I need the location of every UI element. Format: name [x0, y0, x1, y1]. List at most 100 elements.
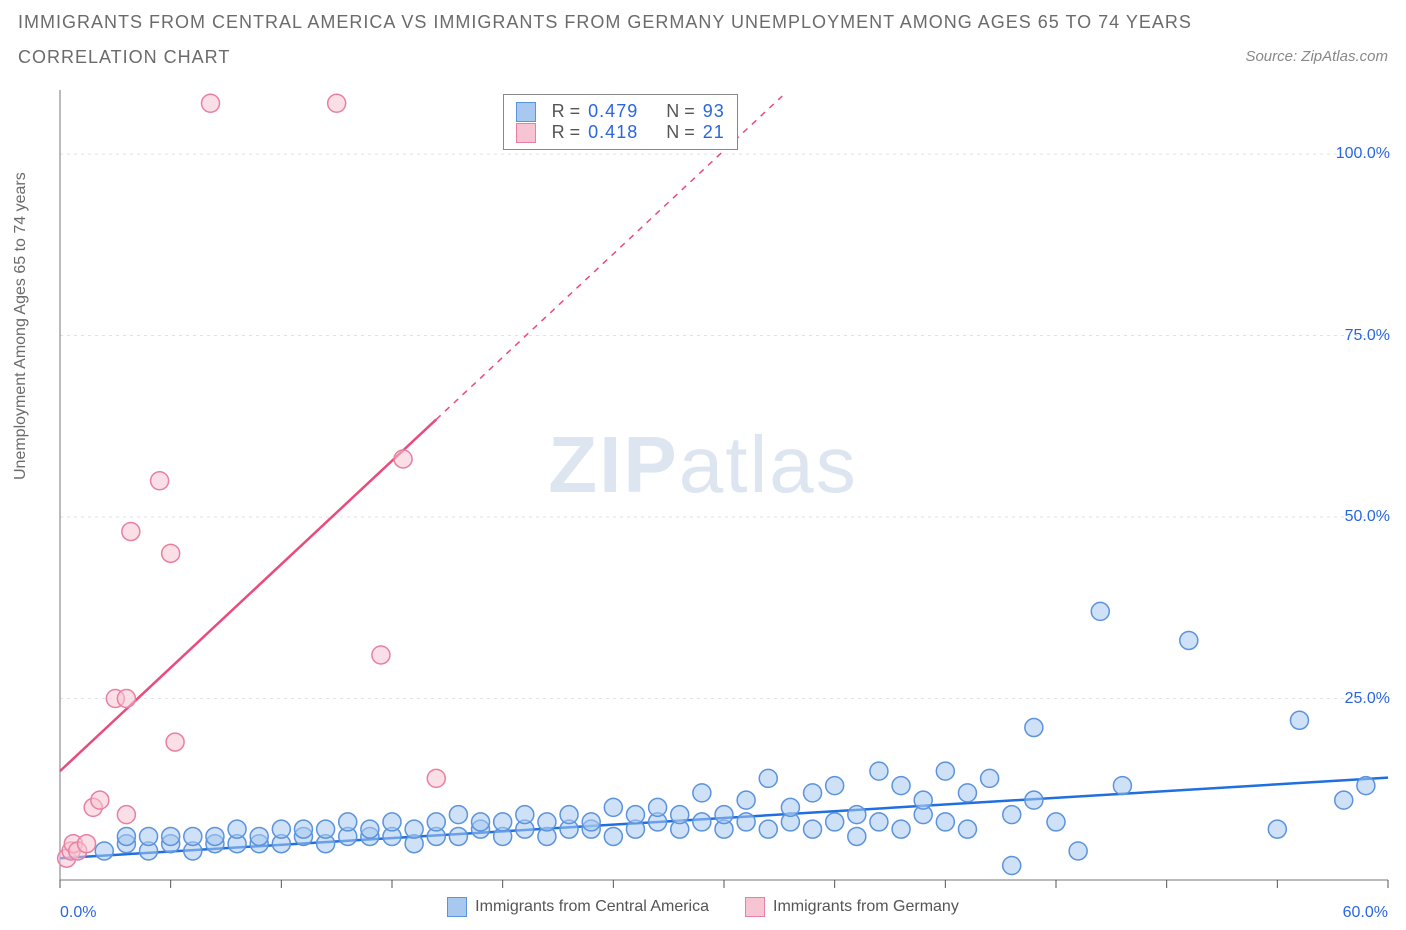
data-point-central_america [1025, 719, 1043, 737]
data-point-central_america [626, 806, 644, 824]
data-point-central_america [294, 820, 312, 838]
data-point-central_america [1069, 842, 1087, 860]
data-point-central_america [162, 827, 180, 845]
data-point-central_america [516, 806, 534, 824]
data-point-central_america [560, 806, 578, 824]
data-point-central_america [1357, 777, 1375, 795]
data-point-germany [122, 523, 140, 541]
legend-row-central_america: R = 0.479 N = 93 [516, 101, 725, 122]
data-point-central_america [1113, 777, 1131, 795]
data-point-central_america [1290, 711, 1308, 729]
data-point-central_america [804, 820, 822, 838]
data-point-central_america [272, 820, 290, 838]
data-point-central_america [914, 791, 932, 809]
data-point-central_america [317, 820, 335, 838]
y-tick-label: 100.0% [1336, 145, 1390, 163]
data-point-central_america [95, 842, 113, 860]
data-point-germany [328, 94, 346, 112]
data-point-central_america [1003, 806, 1021, 824]
legend-row-germany: R = 0.418 N = 21 [516, 122, 725, 143]
data-point-germany [78, 835, 96, 853]
n-label: N = [666, 101, 695, 122]
data-point-central_america [1091, 602, 1109, 620]
r-value: 0.418 [588, 122, 638, 143]
data-point-central_america [604, 798, 622, 816]
data-point-central_america [958, 820, 976, 838]
data-point-central_america [1047, 813, 1065, 831]
data-point-central_america [715, 806, 733, 824]
data-point-germany [117, 806, 135, 824]
data-point-central_america [1268, 820, 1286, 838]
legend-swatch [516, 123, 536, 143]
data-point-central_america [759, 820, 777, 838]
y-tick-label: 25.0% [1345, 690, 1390, 708]
data-point-central_america [870, 813, 888, 831]
data-point-central_america [737, 791, 755, 809]
data-point-central_america [604, 827, 622, 845]
data-point-central_america [1180, 631, 1198, 649]
data-point-central_america [405, 820, 423, 838]
data-point-central_america [693, 784, 711, 802]
legend-label: Immigrants from Germany [773, 898, 959, 916]
legend-label: Immigrants from Central America [475, 898, 709, 916]
data-point-central_america [649, 798, 667, 816]
data-point-central_america [826, 813, 844, 831]
data-point-germany [166, 733, 184, 751]
data-point-central_america [981, 769, 999, 787]
data-point-central_america [848, 827, 866, 845]
data-point-central_america [892, 820, 910, 838]
r-label: R = [552, 122, 581, 143]
data-point-germany [427, 769, 445, 787]
data-point-germany [151, 472, 169, 490]
data-point-central_america [228, 820, 246, 838]
data-point-central_america [826, 777, 844, 795]
data-point-central_america [494, 813, 512, 831]
data-point-germany [202, 94, 220, 112]
data-point-central_america [936, 813, 954, 831]
series-legend: Immigrants from Central America Immigrant… [0, 897, 1406, 922]
trend-line-germany [60, 419, 436, 771]
data-point-germany [162, 544, 180, 562]
data-point-central_america [671, 806, 689, 824]
data-point-central_america [1025, 791, 1043, 809]
n-value: 21 [703, 122, 725, 143]
r-label: R = [552, 101, 581, 122]
data-point-central_america [117, 827, 135, 845]
data-point-central_america [870, 762, 888, 780]
data-point-central_america [693, 813, 711, 831]
data-point-central_america [1335, 791, 1353, 809]
legend-swatch [516, 102, 536, 122]
data-point-central_america [361, 820, 379, 838]
legend-swatch [745, 897, 765, 917]
data-point-central_america [427, 813, 445, 831]
data-point-germany [372, 646, 390, 664]
y-tick-label: 75.0% [1345, 327, 1390, 345]
data-point-germany [91, 791, 109, 809]
data-point-central_america [538, 813, 556, 831]
n-value: 93 [703, 101, 725, 122]
data-point-central_america [848, 806, 866, 824]
chart-area: ZIPatlas R =0.479N =93R =0.418N =21 25.0… [0, 0, 1406, 930]
data-point-central_america [781, 798, 799, 816]
data-point-central_america [804, 784, 822, 802]
data-point-central_america [206, 827, 224, 845]
data-point-central_america [936, 762, 954, 780]
data-point-central_america [958, 784, 976, 802]
n-label: N = [666, 122, 695, 143]
data-point-central_america [449, 827, 467, 845]
data-point-germany [117, 690, 135, 708]
y-tick-label: 50.0% [1345, 508, 1390, 526]
data-point-central_america [737, 813, 755, 831]
data-point-central_america [250, 827, 268, 845]
data-point-central_america [892, 777, 910, 795]
data-point-central_america [339, 813, 357, 831]
legend-swatch [447, 897, 467, 917]
data-point-central_america [383, 813, 401, 831]
data-point-central_america [449, 806, 467, 824]
r-value: 0.479 [588, 101, 638, 122]
correlation-legend: R = 0.479 N = 93 R = 0.418 N = 21 [503, 94, 738, 150]
data-point-central_america [759, 769, 777, 787]
data-point-central_america [184, 827, 202, 845]
legend-item-germany: Immigrants from Germany [745, 897, 959, 917]
data-point-central_america [1003, 856, 1021, 874]
